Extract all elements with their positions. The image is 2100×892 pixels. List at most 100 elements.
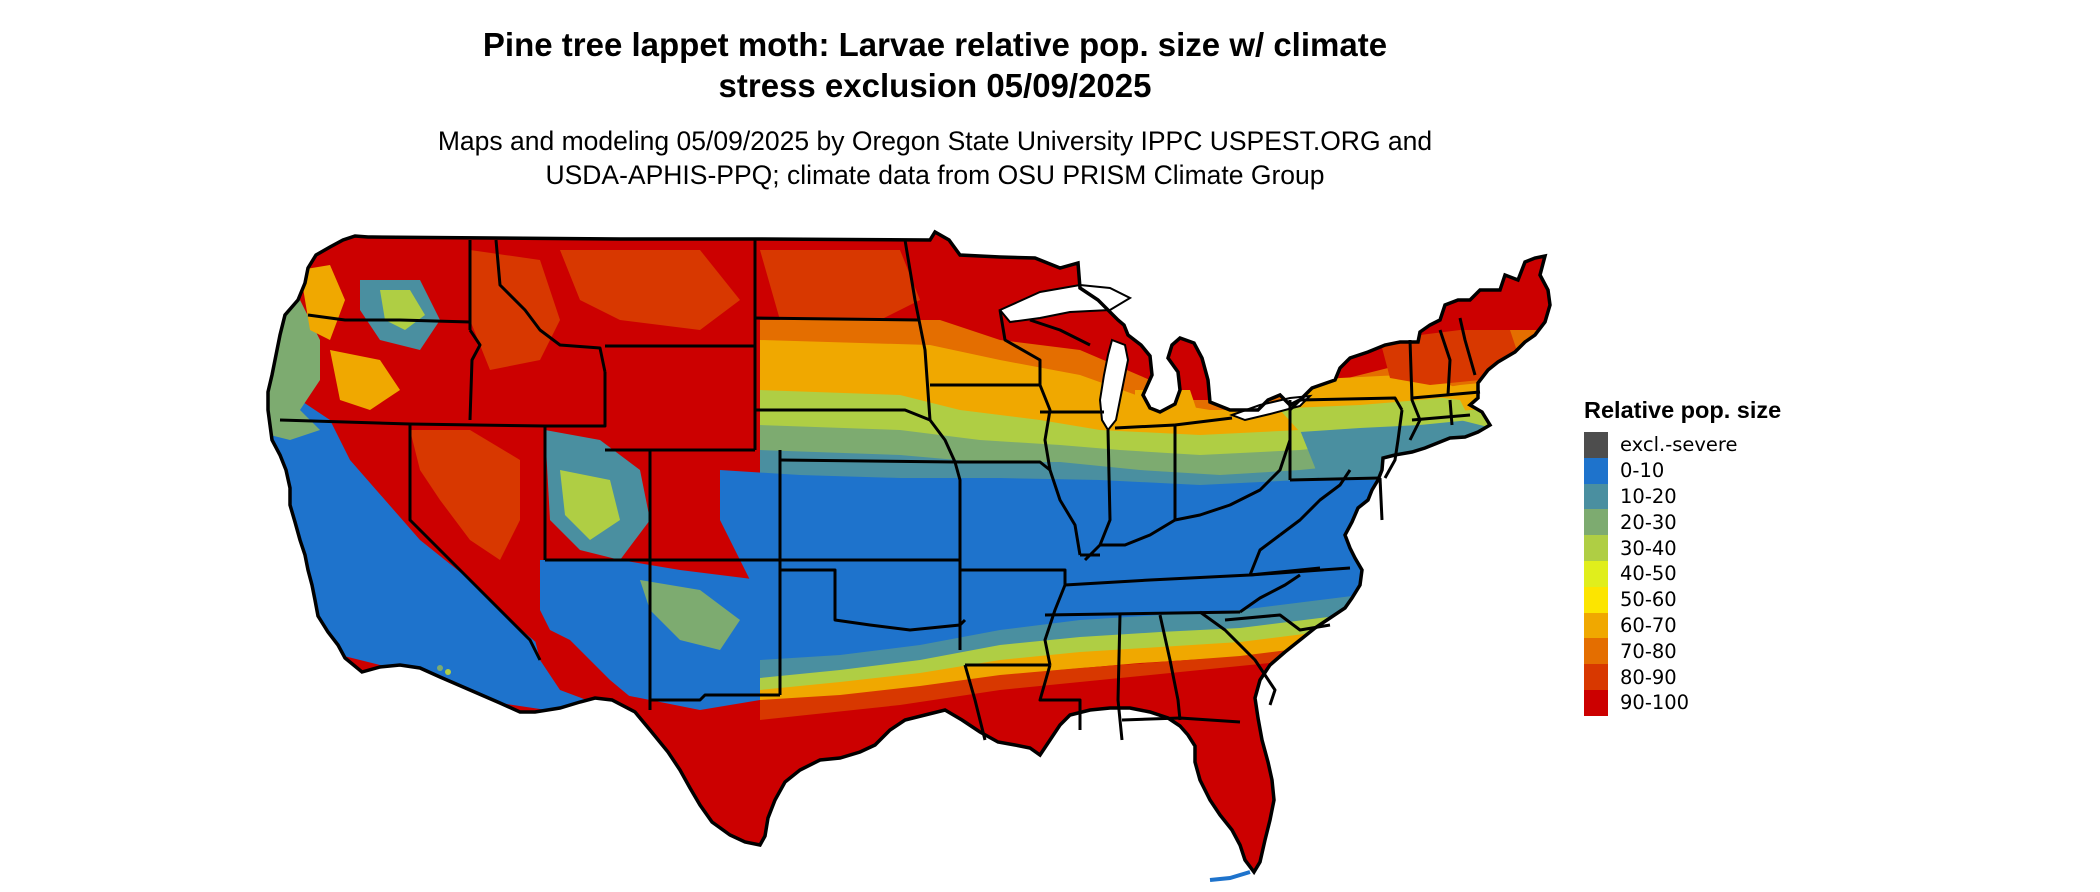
fill-idaho-orange [470, 250, 560, 370]
legend-item: 60-70 [1584, 612, 1884, 639]
border-ne-ia [928, 419, 957, 463]
legend-swatch [1584, 664, 1608, 690]
border-dakotas-mn [903, 239, 932, 421]
border-il-in [1083, 429, 1112, 562]
fill-west-coast-yellow [300, 265, 345, 340]
border-wa-or [307, 313, 471, 324]
legend-item: excl.-severe [1584, 432, 1884, 458]
border-ks-mo [953, 461, 962, 570]
legend-items: excl.-severe 0-10 10-20 20-30 30-40 40-50 50-6… [1584, 432, 1884, 716]
legend-swatch [1584, 560, 1608, 587]
island-channel-2 [437, 665, 443, 671]
legend-label: 30-40 [1620, 536, 1677, 560]
border-ky-va [1248, 533, 1281, 576]
legend-swatch [1584, 535, 1608, 561]
legend-label: 50-60 [1620, 588, 1677, 612]
map-title-line-2: stress exclusion 05/09/2025 [718, 67, 1152, 104]
legend-item: 20-30 [1584, 509, 1884, 536]
fill-south-30-40 [760, 612, 1375, 700]
legend-title: Relative pop. size [1584, 397, 1782, 423]
border-ma [1411, 390, 1481, 400]
fill-oregon-yellow [330, 350, 400, 410]
border-va-nc [1249, 566, 1351, 577]
border-sd-ne [755, 408, 931, 422]
border-nh-me [1458, 317, 1477, 376]
map-title: Pine tree lappet moth: Larvae relative p… [0, 24, 1870, 106]
map-title-line-1: Pine tree lappet moth: Larvae relative p… [482, 26, 1388, 63]
border-mo-il [1048, 469, 1082, 556]
border-nd-sd [754, 316, 921, 322]
island-channel-1 [405, 637, 411, 643]
legend: Relative pop. size excl.-severe 0-10 10-20… [1584, 396, 1884, 716]
border-ne-ks [779, 458, 956, 464]
island-channel-3 [445, 669, 451, 675]
border-mi-oh [1174, 416, 1233, 427]
fill-southwest-blue [540, 560, 800, 710]
map-subtitle: Maps and modeling 05/09/2025 by Oregon S… [0, 124, 1870, 192]
border-tn-south [1044, 610, 1241, 617]
border-vt-nh [1438, 329, 1452, 396]
fill-ndakota-orange [760, 250, 920, 320]
border-ny-new-england [1408, 339, 1422, 441]
legend-swatch [1584, 483, 1608, 510]
border-ar-east [1043, 584, 1067, 666]
legend-item: 0-10 [1584, 457, 1884, 484]
map-subtitle-line-1: Maps and modeling 05/09/2025 by Oregon S… [437, 126, 1433, 156]
border-ia-mo [955, 460, 1051, 472]
lake-superior [998, 283, 1133, 324]
border-wi-mi [1029, 318, 1091, 347]
border-ga-sc [1199, 610, 1277, 706]
legend-label: 80-90 [1620, 665, 1677, 689]
border-al-fl [1121, 716, 1241, 724]
legend-label: 60-70 [1620, 613, 1677, 637]
legend-item: 50-60 [1584, 586, 1884, 613]
map-subtitle-line-2: USDA-APHIS-PPQ; climate data from OSU PR… [545, 160, 1325, 190]
fill-west-coast-blue [268, 400, 610, 712]
border-nc-tn [1239, 573, 1301, 614]
border-ca-nv [408, 424, 542, 661]
border-la-tx [963, 664, 987, 741]
border-oh-ky-wv [1174, 439, 1292, 522]
legend-swatch [1584, 689, 1608, 716]
legend-label: 70-80 [1620, 639, 1677, 663]
fill-south-60-70 [760, 625, 1378, 712]
border-al-ga [1158, 614, 1182, 721]
fill-nevada-mix [410, 430, 520, 560]
fill-south-10-20 [760, 595, 1370, 690]
border-mn-wi [998, 309, 1042, 385]
border-id-mt [494, 239, 607, 373]
fill-central-blue [720, 455, 1460, 690]
border-pa-ny [1288, 396, 1404, 412]
border-ma-ct-ri [1411, 413, 1471, 422]
border-la-ms [1038, 664, 1082, 730]
legend-swatch [1584, 457, 1608, 484]
legend-swatch [1584, 612, 1608, 639]
legend-swatch [1584, 586, 1608, 613]
border-in-mi [1114, 423, 1176, 430]
legend-label: 0-10 [1620, 459, 1665, 483]
fill-utah-yellow [560, 470, 620, 540]
state-borders [279, 239, 1481, 741]
border-or-id [468, 329, 482, 421]
border-ms-al [1116, 614, 1124, 741]
legend-label: 10-20 [1620, 484, 1677, 508]
fill-nm-mix [640, 580, 740, 650]
border-ct-ri [1448, 399, 1454, 426]
border-id-south [545, 372, 607, 428]
legend-item: 10-20 [1584, 483, 1884, 510]
legend-swatch [1584, 638, 1608, 665]
legend-label: 40-50 [1620, 562, 1677, 586]
border-mo-ar [960, 568, 1067, 585]
legend-item: 70-80 [1584, 638, 1884, 665]
border-md-de [1378, 477, 1384, 521]
border-nm-south [650, 693, 780, 702]
legend-item: 40-50 [1584, 560, 1884, 587]
fill-west-coast-band [268, 300, 320, 440]
legend-item: 80-90 [1584, 664, 1884, 690]
legend-label: 20-30 [1620, 510, 1677, 534]
legend-label: excl.-severe [1620, 433, 1738, 457]
legend-swatch [1584, 432, 1608, 458]
border-pa-nj [1383, 409, 1404, 479]
